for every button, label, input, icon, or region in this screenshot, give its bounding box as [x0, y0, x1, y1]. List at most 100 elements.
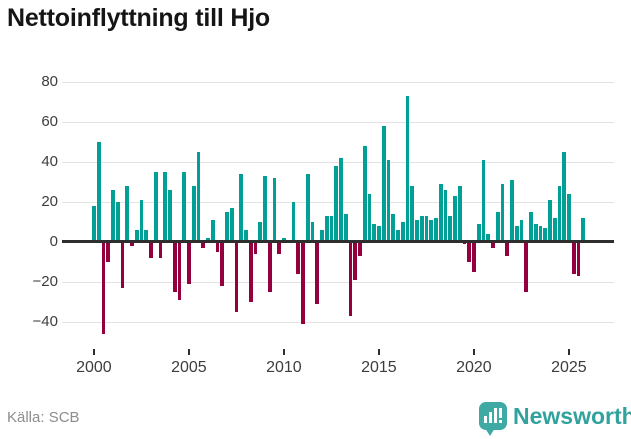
bar-2001Q3	[120, 242, 125, 288]
bar-2017Q2	[419, 216, 424, 242]
bar-2017Q3	[424, 216, 429, 242]
y-tick-label: −40	[32, 313, 58, 330]
bar-2006Q4	[220, 242, 225, 286]
logo-exclamation-icon	[499, 408, 502, 418]
bar-2007Q2	[229, 208, 234, 242]
bar-2022Q2	[514, 226, 519, 242]
bar-2001Q4	[125, 186, 130, 242]
bar-2012Q2	[324, 216, 329, 242]
bar-2015Q4	[391, 214, 396, 242]
bar-2009Q3	[272, 178, 277, 242]
bar-2016Q4	[410, 186, 415, 242]
bar-2006Q3	[215, 242, 220, 252]
x-axis-tick	[567, 349, 570, 355]
newsworthy-logo-tail	[485, 428, 495, 436]
bar-2016Q1	[396, 230, 400, 242]
bar-2019Q1	[453, 196, 457, 242]
logo-chart-bar-icon	[494, 408, 497, 423]
bar-2003Q2	[153, 172, 158, 242]
x-tick-label: 2005	[171, 359, 207, 376]
bar-2000Q1	[92, 206, 96, 242]
bar-2003Q1	[149, 242, 153, 258]
bar-2002Q2	[134, 230, 139, 242]
bar-2017Q1	[415, 220, 419, 242]
bar-2012Q1	[320, 230, 324, 242]
bar-2018Q4	[448, 216, 453, 242]
bar-2023Q4	[543, 228, 548, 242]
bar-2011Q2	[305, 174, 310, 242]
bar-2011Q4	[315, 242, 320, 304]
bar-2013Q1	[339, 158, 343, 242]
bar-2005Q2	[191, 186, 196, 242]
bar-2004Q2	[172, 242, 177, 292]
bar-2022Q3	[519, 220, 524, 242]
x-tick-label: 2010	[266, 359, 302, 376]
logo-exclamation-dot-icon	[499, 420, 502, 423]
bar-2020Q2	[476, 224, 481, 242]
gridline	[62, 322, 614, 323]
bar-2007Q4	[239, 174, 244, 242]
x-tick-label: 2020	[456, 359, 492, 376]
bar-2002Q4	[144, 230, 149, 242]
bar-2005Q1	[187, 242, 191, 284]
x-tick-label: 2015	[361, 359, 397, 376]
bar-2002Q3	[139, 200, 144, 242]
bar-2013Q2	[343, 214, 348, 242]
bar-2025Q4	[581, 218, 586, 242]
bar-2017Q4	[429, 220, 434, 242]
bar-2020Q1	[472, 242, 476, 272]
source-credit: Källa: SCB	[7, 409, 80, 426]
bar-2021Q4	[505, 242, 510, 256]
bar-2025Q3	[576, 242, 581, 276]
x-axis-tick	[92, 349, 95, 355]
bar-2002Q1	[130, 242, 134, 246]
bar-2004Q1	[168, 190, 172, 242]
x-axis-tick	[377, 349, 380, 355]
gridline	[62, 162, 614, 163]
bar-2003Q3	[158, 242, 163, 258]
bar-2012Q4	[334, 166, 339, 242]
bar-2016Q2	[400, 222, 405, 242]
x-axis-tick	[472, 349, 475, 355]
bar-2014Q1	[358, 242, 362, 256]
bar-2021Q3	[500, 184, 505, 242]
bar-2019Q3	[462, 242, 467, 244]
x-tick-label: 2025	[551, 359, 587, 376]
x-axis-tick	[282, 349, 285, 355]
x-axis-zero-line	[62, 240, 614, 243]
bar-2016Q3	[405, 96, 410, 242]
bar-2009Q1	[263, 176, 267, 242]
bar-2005Q3	[196, 152, 201, 242]
bar-2019Q2	[457, 186, 462, 242]
gridline	[62, 122, 614, 123]
bar-2005Q4	[201, 242, 206, 248]
bar-2023Q2	[533, 224, 538, 242]
chart-title: Nettoinflyttning till Hjo	[7, 4, 271, 32]
x-tick-label: 2000	[76, 359, 112, 376]
bar-2024Q3	[557, 186, 562, 242]
brand-wordmark: Newsworthy	[513, 403, 631, 429]
bar-2011Q1	[301, 242, 305, 324]
bar-2009Q2	[267, 242, 272, 292]
bar-2008Q4	[258, 222, 263, 242]
bar-2023Q3	[538, 226, 543, 242]
bar-2008Q2	[248, 242, 253, 302]
bar-2008Q3	[253, 242, 258, 254]
bar-2000Q2	[96, 142, 101, 242]
bar-2006Q2	[210, 220, 215, 242]
bar-2008Q1	[244, 230, 248, 242]
bar-2014Q4	[372, 224, 377, 242]
bar-2020Q3	[481, 160, 486, 242]
x-axis-tick	[187, 349, 190, 355]
gridline	[62, 282, 614, 283]
bar-2024Q4	[562, 152, 567, 242]
bar-2007Q3	[234, 242, 239, 312]
bar-2020Q4	[486, 234, 491, 242]
bar-2000Q4	[106, 242, 111, 262]
bar-2014Q3	[367, 194, 372, 242]
bar-2010Q3	[291, 202, 296, 242]
bar-2004Q3	[177, 242, 182, 300]
y-tick-label: 60	[41, 113, 58, 130]
bar-2024Q2	[552, 218, 557, 242]
